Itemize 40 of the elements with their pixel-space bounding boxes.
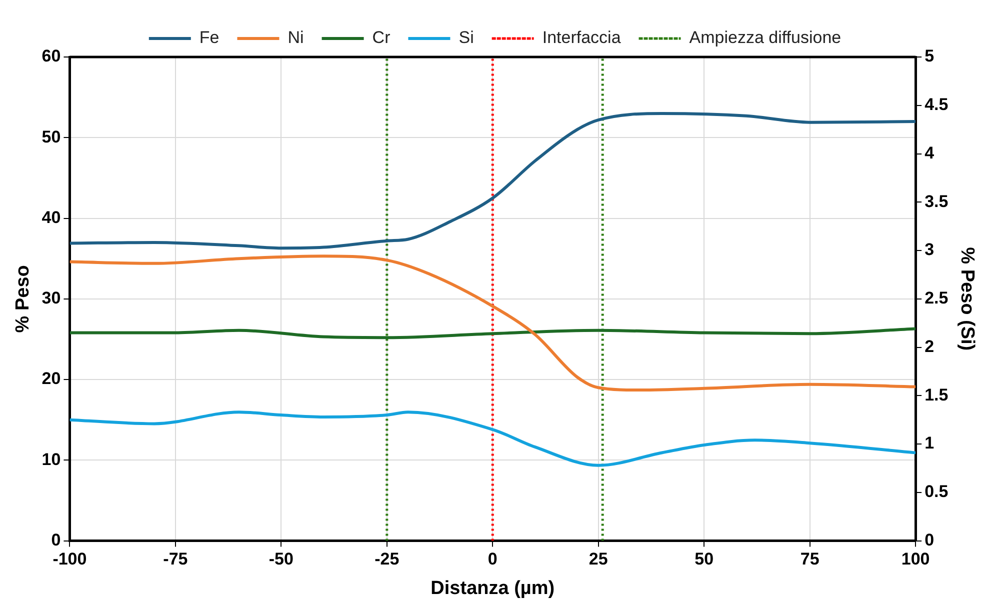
y2-tick-label: 4.5	[924, 95, 948, 114]
x-tick-label: -25	[374, 550, 400, 569]
y-tick-label: 60	[42, 46, 61, 66]
y2-tick-label: 3	[924, 240, 934, 260]
legend-label: Fe	[199, 28, 220, 48]
y-axis-title: % Peso	[12, 265, 34, 333]
y2-tick-label: 2.5	[924, 288, 948, 308]
y-tick-label: 50	[42, 127, 61, 146]
line-series	[70, 327, 916, 340]
y2-tick-label: 0	[924, 530, 934, 550]
y-tick-label: 20	[42, 369, 61, 388]
y-tick-label: 0	[51, 530, 61, 550]
y-tick-label: 10	[42, 450, 61, 469]
x-axis-title: Distanza (µm)	[430, 578, 555, 599]
y2-tick-label: 4	[924, 143, 935, 162]
legend-label: Ampiezza diffusione	[689, 28, 842, 48]
line-series	[70, 410, 916, 467]
x-tick-label: -100	[52, 550, 87, 569]
y2-tick-label: 2	[924, 336, 934, 356]
y-tick-label: 40	[42, 208, 61, 227]
line-series	[70, 254, 916, 392]
legend-label: Si	[458, 28, 474, 48]
x-tick-label: 0	[488, 550, 498, 569]
y2-axis-title: % Peso (Si)	[956, 247, 978, 351]
legend-label: Cr	[372, 28, 391, 48]
x-tick-label: 25	[588, 550, 608, 569]
line-series	[70, 112, 916, 250]
legend-label: Interfaccia	[542, 28, 622, 48]
x-tick-label: -75	[163, 550, 188, 569]
y2-tick-label: 1	[924, 434, 934, 453]
legend-label: Ni	[288, 28, 304, 48]
x-tick-label: 50	[694, 550, 714, 569]
x-tick-label: -50	[268, 550, 294, 569]
y2-tick-label: 0.5	[924, 482, 948, 502]
y-tick-label: 30	[42, 288, 61, 308]
y2-tick-label: 5	[924, 46, 934, 66]
y2-tick-label: 3.5	[924, 192, 948, 211]
y2-tick-label: 1.5	[924, 385, 948, 404]
x-tick-label: 75	[800, 550, 820, 569]
x-tick-label: 100	[901, 550, 930, 569]
